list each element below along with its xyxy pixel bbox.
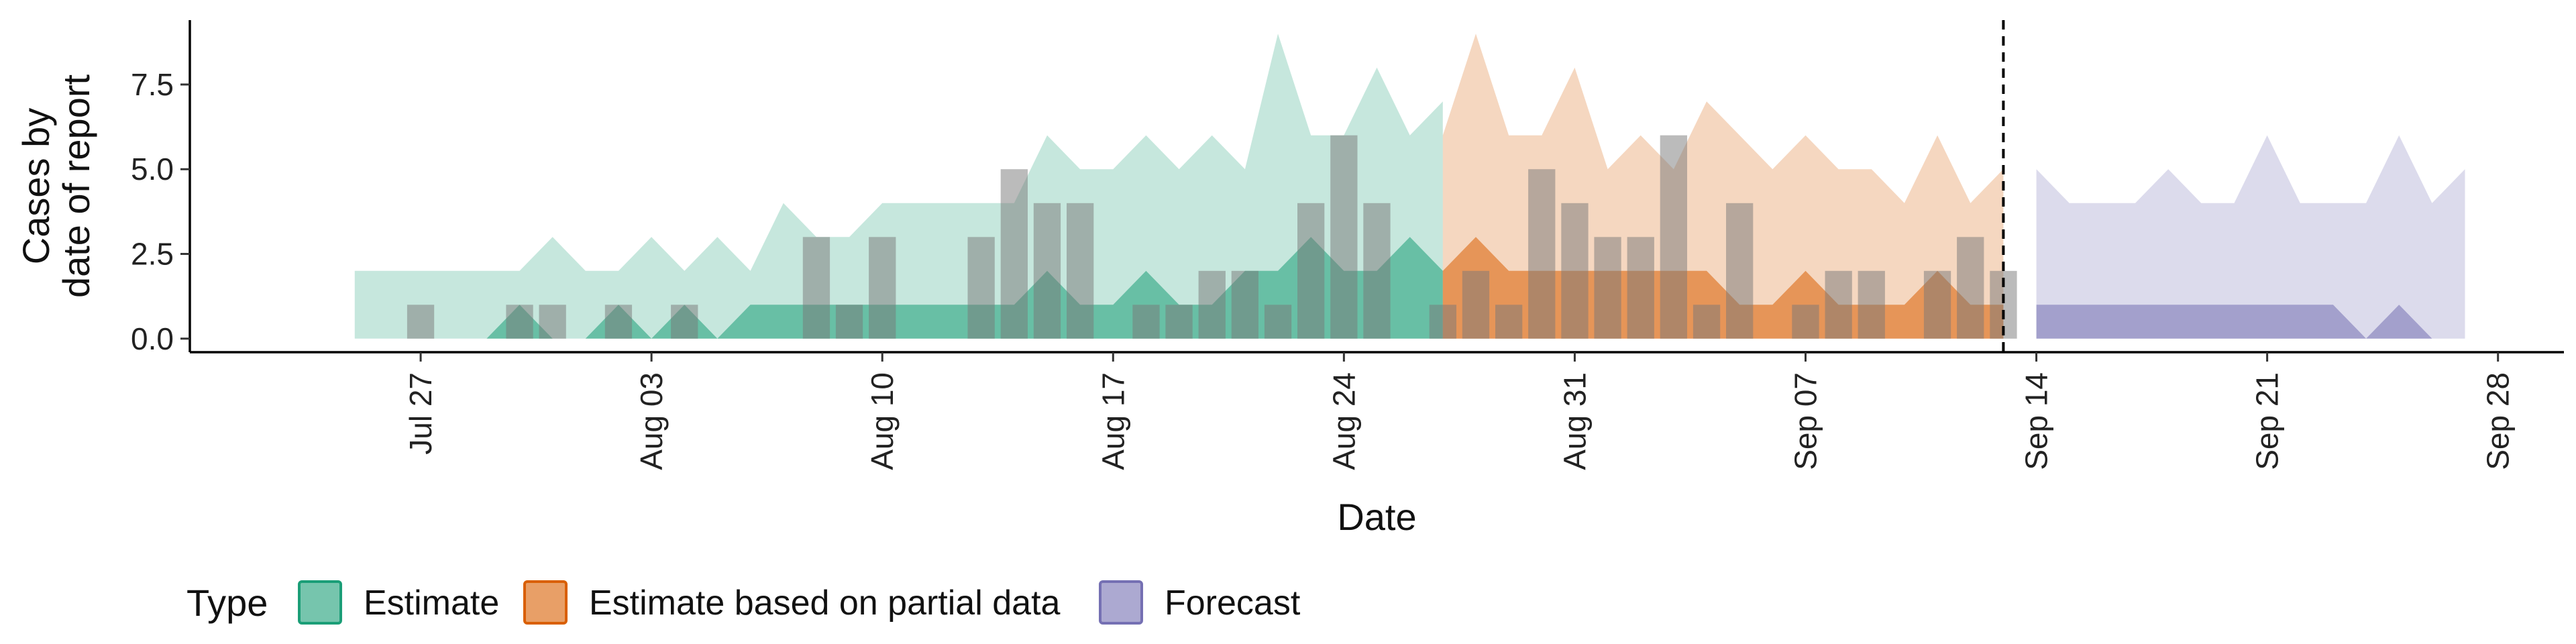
y-axis-title-line-1: Cases by: [15, 108, 57, 264]
observed-bar: [1231, 270, 1258, 339]
observed-bar: [1330, 135, 1358, 339]
legend-label: Forecast: [1165, 584, 1301, 623]
legend-label: Estimate: [364, 584, 499, 623]
observed-bar: [802, 237, 830, 339]
y-axis-title-line-2: date of report: [55, 74, 97, 299]
y-ticks: 0.0 2.5 5.0 7.5: [131, 67, 190, 356]
observed-bar: [1000, 169, 1028, 339]
observed-bar: [1429, 305, 1456, 339]
observed-bar: [1693, 305, 1721, 339]
axes-layer: [189, 20, 2564, 354]
observed-bar: [1528, 169, 1556, 339]
observed-bar: [1923, 270, 1951, 339]
observed-bar: [1462, 270, 1490, 339]
observed-bar: [1165, 305, 1193, 339]
legend-swatch: [1099, 580, 1143, 625]
observed-bar: [1495, 305, 1523, 339]
observed-bar: [1660, 135, 1687, 339]
y-tick-label: 5.0: [131, 152, 174, 186]
ribbons-layer: [354, 34, 2465, 339]
observed-bar: [1726, 203, 1754, 339]
observed-bar: [1957, 237, 1984, 339]
observed-bar: [1858, 270, 1885, 339]
x-tick-label: Sep 28: [2481, 372, 2516, 470]
observed-bar: [1033, 203, 1061, 339]
observed-bar: [1264, 305, 1292, 339]
observed-bar: [604, 305, 633, 339]
x-tick-label: Aug 03: [634, 372, 669, 470]
legend-swatch: [298, 580, 342, 625]
x-tick-label: Aug 10: [865, 372, 900, 470]
observed-bar: [1067, 203, 1094, 339]
legend-swatch: [523, 580, 568, 625]
observed-bar: [1561, 203, 1589, 339]
observed-bar: [1198, 270, 1226, 339]
y-tick-label: 2.5: [131, 237, 174, 272]
ribbon-outer-estimate: [354, 34, 1443, 339]
observed-bar: [539, 305, 566, 339]
x-ticks: Jul 27 Aug 03 Aug 10 Aug 17 Aug 24 Aug 31 Sep …: [403, 352, 2516, 470]
x-tick-label: Sep 14: [2019, 372, 2054, 470]
x-axis-title: Date: [1337, 496, 1416, 538]
observed-bar: [1792, 305, 1819, 339]
observed-bar: [1594, 237, 1621, 339]
x-tick-label: Sep 07: [1788, 372, 1823, 470]
observed-bars-layer: [407, 135, 2017, 339]
observed-bar: [1627, 237, 1654, 339]
observed-bar: [1297, 203, 1325, 339]
observed-bar: [407, 305, 435, 339]
ribbon-inner-forecast: [2036, 305, 2465, 339]
observed-bar: [1825, 270, 1852, 339]
legend-label: Estimate based on partial data: [589, 584, 1061, 623]
x-tick-label: Aug 24: [1326, 372, 1361, 470]
observed-bar: [671, 305, 698, 339]
x-tick-label: Sep 21: [2250, 372, 2285, 470]
observed-bar: [1363, 203, 1391, 339]
legend-title: Type: [186, 582, 268, 624]
observed-bar: [506, 305, 533, 339]
observed-bar: [967, 237, 995, 339]
observed-bar: [1132, 305, 1160, 339]
ribbon-outer-forecast: [2036, 135, 2465, 339]
x-tick-label: Jul 27: [403, 372, 438, 455]
y-tick-label: 7.5: [131, 67, 174, 102]
observed-bar: [869, 237, 896, 339]
x-tick-label: Aug 31: [1557, 372, 1592, 470]
observed-bar: [835, 305, 863, 339]
y-tick-label: 0.0: [131, 321, 174, 356]
legend: Type Estimate Estimate based on partial d…: [186, 580, 1301, 625]
x-tick-label: Aug 17: [1095, 372, 1130, 470]
